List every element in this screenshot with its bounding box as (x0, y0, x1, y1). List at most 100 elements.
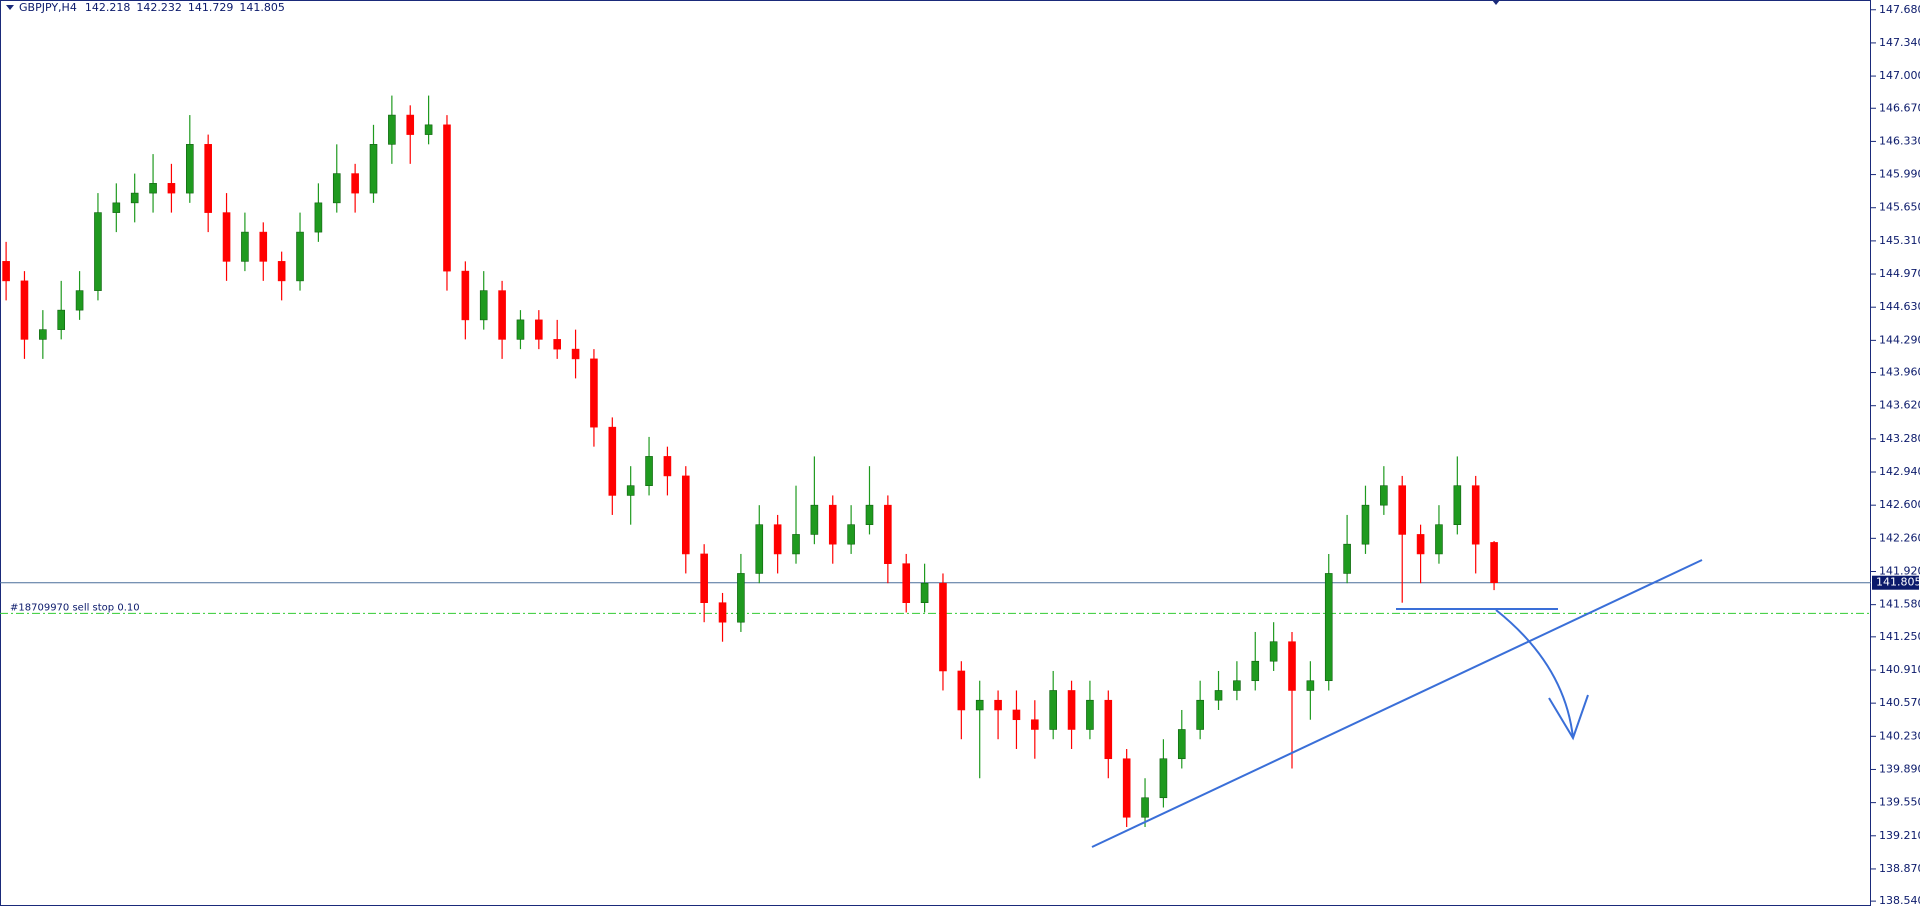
candle-body (1343, 543, 1351, 574)
candle-body (39, 329, 47, 340)
y-tick-label: 145.650 (1879, 201, 1920, 214)
candle-body (112, 202, 121, 213)
candle-body (755, 524, 764, 574)
candle-body (1196, 699, 1204, 730)
candle-body (1453, 485, 1462, 525)
candle-body (608, 426, 617, 496)
shift-marker (1492, 0, 1500, 5)
y-tick-label: 147.340 (1879, 36, 1920, 49)
candle-body (351, 173, 359, 194)
candle-body (1361, 504, 1370, 545)
candle-body (1141, 797, 1149, 818)
candle-body (1398, 485, 1407, 535)
candle-body (553, 339, 562, 350)
y-tick-label: 144.630 (1879, 300, 1920, 313)
y-tick-label: 146.670 (1879, 101, 1920, 114)
candle-body (1159, 758, 1168, 799)
y-tick-label: 145.310 (1879, 234, 1920, 247)
candle-body (1269, 641, 1278, 662)
y-tick-label: 143.280 (1879, 432, 1920, 445)
candle-body (388, 114, 396, 145)
plot (0, 95, 1871, 828)
y-tick-label: 147.680 (1879, 3, 1920, 16)
y-tick-label: 138.870 (1879, 862, 1920, 875)
candle-body (828, 504, 837, 545)
trend-line (1091, 559, 1703, 848)
order-label: #18709970 sell stop 0.10 (10, 602, 140, 613)
candle-body (204, 144, 212, 213)
candle-body (479, 290, 488, 321)
candle-body (241, 231, 249, 262)
symbol: GBPJPY,H4 (19, 1, 77, 14)
candle-body (332, 173, 341, 204)
candle-body (167, 183, 176, 194)
candle-body (773, 524, 782, 555)
y-tick-label: 143.960 (1879, 366, 1920, 379)
y-tick-label: 144.290 (1879, 333, 1920, 346)
candle-body (792, 534, 800, 555)
y-tick-label: 140.910 (1879, 663, 1920, 676)
candle-body (957, 670, 966, 711)
candle-body (1288, 641, 1296, 691)
open: 142.218 (85, 1, 131, 14)
candle-body (737, 573, 745, 623)
high: 142.232 (136, 1, 182, 14)
candle-body (1177, 729, 1186, 760)
candle-body (1012, 709, 1021, 721)
candle-body (461, 270, 470, 321)
candle-body (663, 456, 672, 477)
candle-body (498, 290, 506, 340)
candle-body (939, 582, 947, 672)
candle-body (994, 699, 1002, 711)
close: 141.805 (239, 1, 285, 14)
candle-body (1122, 758, 1131, 818)
arrow-head (1548, 694, 1589, 741)
candle-body (516, 319, 525, 340)
candle-body (535, 319, 543, 340)
candle-body (1251, 660, 1260, 682)
candle-body (718, 602, 727, 623)
candle-body (75, 290, 84, 311)
y-tick-label: 141.580 (1879, 598, 1920, 611)
y-tick-label: 144.970 (1879, 267, 1920, 280)
candle-body (645, 456, 653, 486)
y-tick-label: 142.940 (1879, 465, 1920, 478)
candle-body (20, 280, 29, 340)
candle-body (1031, 719, 1039, 730)
y-tick-label: 138.540 (1879, 894, 1920, 907)
candle-body (1067, 690, 1076, 730)
candle-body (920, 582, 929, 603)
candle-body (406, 114, 415, 135)
plot-frame (0, 0, 1871, 906)
arrow-curve (1495, 609, 1574, 739)
candle-body (1380, 485, 1388, 506)
y-tick-label: 142.600 (1879, 498, 1920, 511)
candle-body (571, 348, 580, 360)
candle-body (902, 563, 911, 603)
candle-body (626, 485, 635, 496)
y-tick-label: 139.210 (1879, 829, 1920, 842)
y-tick-label: 140.230 (1879, 729, 1920, 742)
candle-body (1104, 699, 1113, 760)
candle-body (277, 261, 286, 282)
candle-body (975, 699, 984, 711)
candle-body (590, 358, 598, 428)
candle-body (443, 124, 451, 272)
candle-body (149, 183, 157, 194)
y-tick-label: 142.260 (1879, 531, 1920, 544)
candle-body (259, 231, 268, 262)
y-tick-label: 139.890 (1879, 762, 1920, 775)
candle-body (2, 261, 10, 282)
candle-body (1233, 680, 1241, 691)
y-tick-label: 143.620 (1879, 399, 1920, 412)
candle-body (810, 504, 819, 535)
candle-body (1214, 690, 1223, 701)
candle-body (222, 212, 231, 262)
candle-body (884, 504, 892, 564)
candle-body (1490, 542, 1498, 584)
y-tick-label: 145.990 (1879, 168, 1920, 181)
candle-body (296, 231, 304, 282)
candle-body (130, 192, 139, 204)
low: 141.729 (188, 1, 234, 14)
